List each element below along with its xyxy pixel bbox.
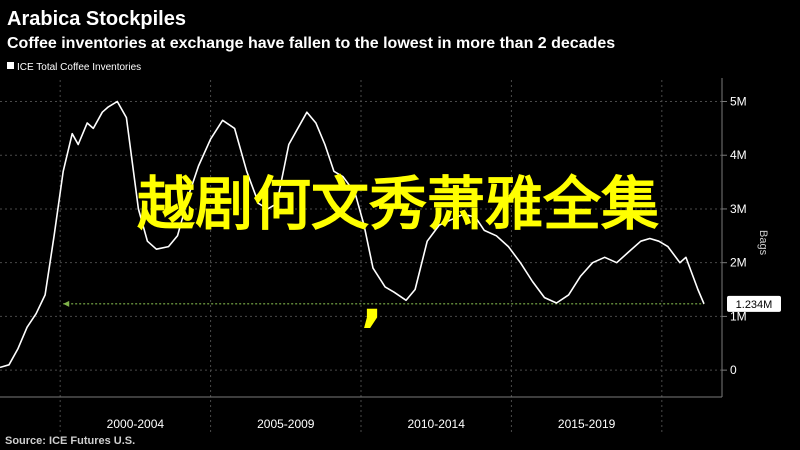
x-tick-label: 2010-2014: [408, 417, 466, 431]
overlay-caption: 越剧何文秀萧雅全集: [137, 170, 659, 238]
legend: ICE Total Coffee Inventories: [7, 62, 141, 73]
y-tick-label: 5M: [730, 94, 747, 108]
grid: [0, 80, 722, 432]
y-tick-label: 4M: [730, 148, 747, 162]
reference-arrowhead: [63, 300, 70, 307]
y-tick-label: 3M: [730, 202, 747, 216]
reference-value-box: [727, 295, 781, 312]
y-tick-label: 0: [730, 363, 737, 377]
y-tick-label: 1M: [730, 309, 747, 323]
legend-label: ICE Total Coffee Inventories: [17, 62, 141, 73]
x-axis: 2000-2004 2005-2009 2010-2014 2015-2019: [0, 396, 722, 431]
reference-line-group: 1.234M: [63, 295, 781, 312]
reference-value-label: 1.234M: [736, 299, 773, 311]
series-line: [0, 100, 705, 369]
chart-title: Arabica Stockpiles: [7, 8, 186, 30]
source-note: Source: ICE Futures U.S.: [5, 435, 135, 447]
y-axis: 0 1M 2M 3M 4M 5M: [721, 78, 747, 397]
chart-subtitle: Coffee inventories at exchange have fall…: [7, 35, 615, 52]
y-tick-label: 2M: [730, 256, 747, 270]
x-tick-label: 2005-2009: [257, 417, 315, 431]
x-tick-label: 2015-2019: [558, 417, 616, 431]
series-group: [0, 100, 705, 369]
legend-swatch: [7, 62, 14, 69]
x-tick-label: 2000-2004: [107, 417, 165, 431]
overlay-comma: ,: [361, 266, 383, 334]
y-unit-label: Bags: [757, 230, 769, 256]
